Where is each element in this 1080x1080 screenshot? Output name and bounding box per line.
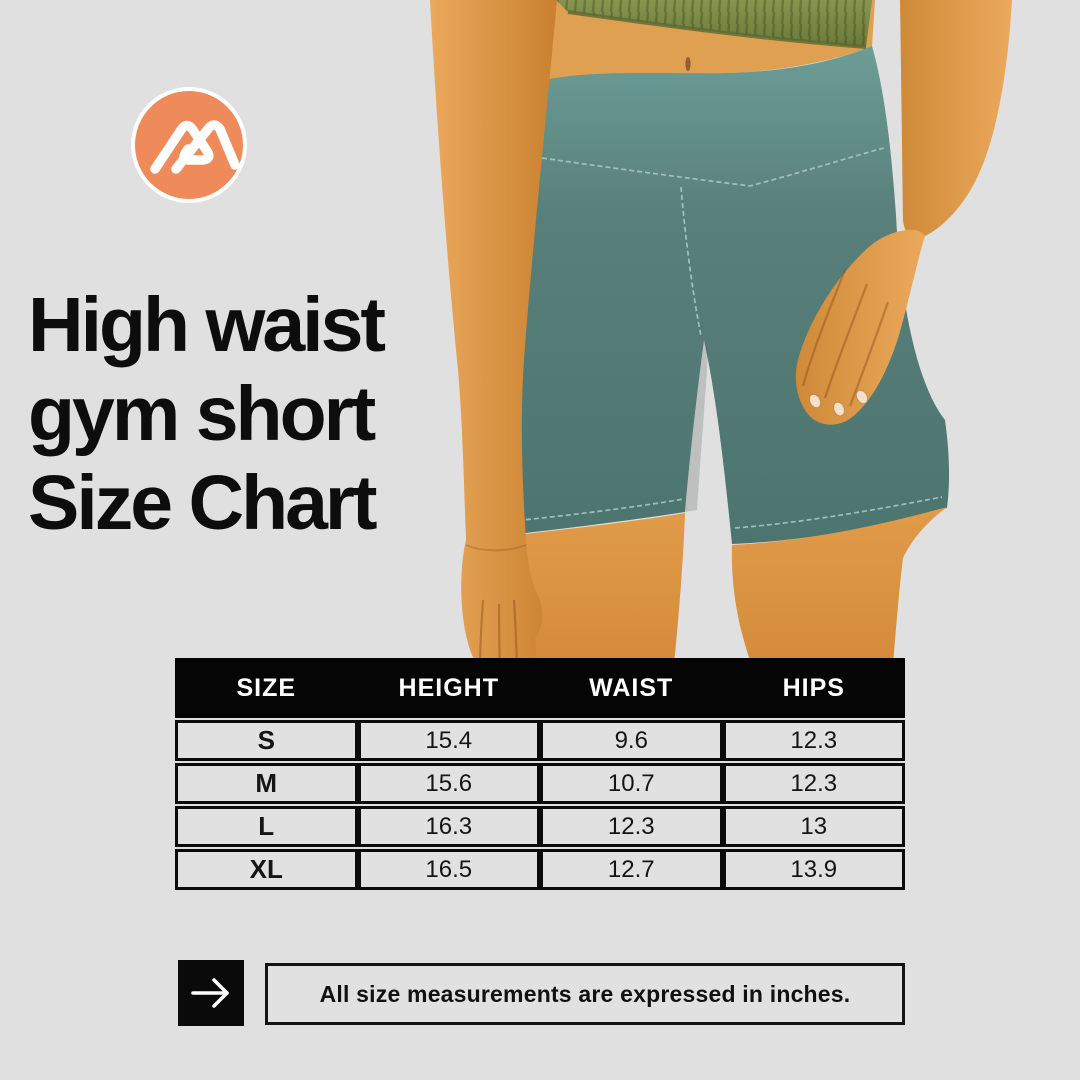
size-chart-table: SIZE HEIGHT WAIST HIPS S 15.4 9.6 12.3 M… — [175, 658, 905, 890]
navel — [685, 57, 691, 71]
cell-hips: 12.3 — [722, 720, 905, 761]
left-hem-stitch — [501, 498, 685, 523]
title-line-2: gym short — [28, 371, 376, 457]
table-header-row: SIZE HEIGHT WAIST HIPS — [175, 658, 905, 718]
brand-logo-icon — [131, 87, 247, 203]
cell-size: L — [175, 806, 358, 847]
table-row: S 15.4 9.6 12.3 — [175, 720, 905, 761]
column-header-hips: HIPS — [782, 673, 845, 702]
cell-height: 15.4 — [357, 720, 540, 761]
cell-size: XL — [175, 849, 358, 890]
model-photo — [430, 0, 1012, 700]
right-hem-stitch — [734, 496, 943, 529]
brand-logo — [129, 85, 249, 205]
page-title: High waist gym short Size Chart — [28, 281, 386, 548]
column-header-height: HEIGHT — [398, 673, 499, 702]
cell-size: S — [175, 720, 358, 761]
front-rise-seam — [680, 186, 702, 337]
model-right-arm — [430, 0, 557, 693]
cell-waist: 9.6 — [540, 720, 723, 761]
cell-hips: 13.9 — [722, 849, 905, 890]
cell-waist: 12.3 — [540, 806, 723, 847]
cell-waist: 10.7 — [540, 763, 723, 804]
table-body: S 15.4 9.6 12.3 M 15.6 10.7 12.3 L 16.3 … — [175, 720, 905, 890]
cell-height: 16.3 — [357, 806, 540, 847]
model-left-hand — [795, 229, 925, 425]
right-arrow-icon — [191, 978, 229, 1008]
units-note: All size measurements are expressed in i… — [265, 963, 905, 1025]
table-row: M 15.6 10.7 12.3 — [175, 763, 905, 804]
table-row: XL 16.5 12.7 13.9 — [175, 849, 905, 890]
cell-hips: 12.3 — [722, 763, 905, 804]
cell-waist: 12.7 — [540, 849, 723, 890]
cell-height: 16.5 — [357, 849, 540, 890]
title-line-3: Size Chart — [28, 460, 378, 546]
model-left-arm — [900, 0, 1012, 238]
left-leg — [498, 513, 685, 700]
units-note-text: All size measurements are expressed in i… — [319, 980, 851, 1007]
cell-height: 15.6 — [357, 763, 540, 804]
cell-hips: 13 — [722, 806, 905, 847]
column-header-waist: WAIST — [589, 673, 674, 702]
yoke-seam — [541, 147, 885, 187]
cell-size: M — [175, 763, 358, 804]
title-line-1: High waist — [28, 282, 386, 368]
right-leg — [731, 507, 947, 700]
table-row: L 16.3 12.3 13 — [175, 806, 905, 847]
column-header-size: SIZE — [236, 673, 297, 702]
arrow-badge — [178, 960, 244, 1026]
